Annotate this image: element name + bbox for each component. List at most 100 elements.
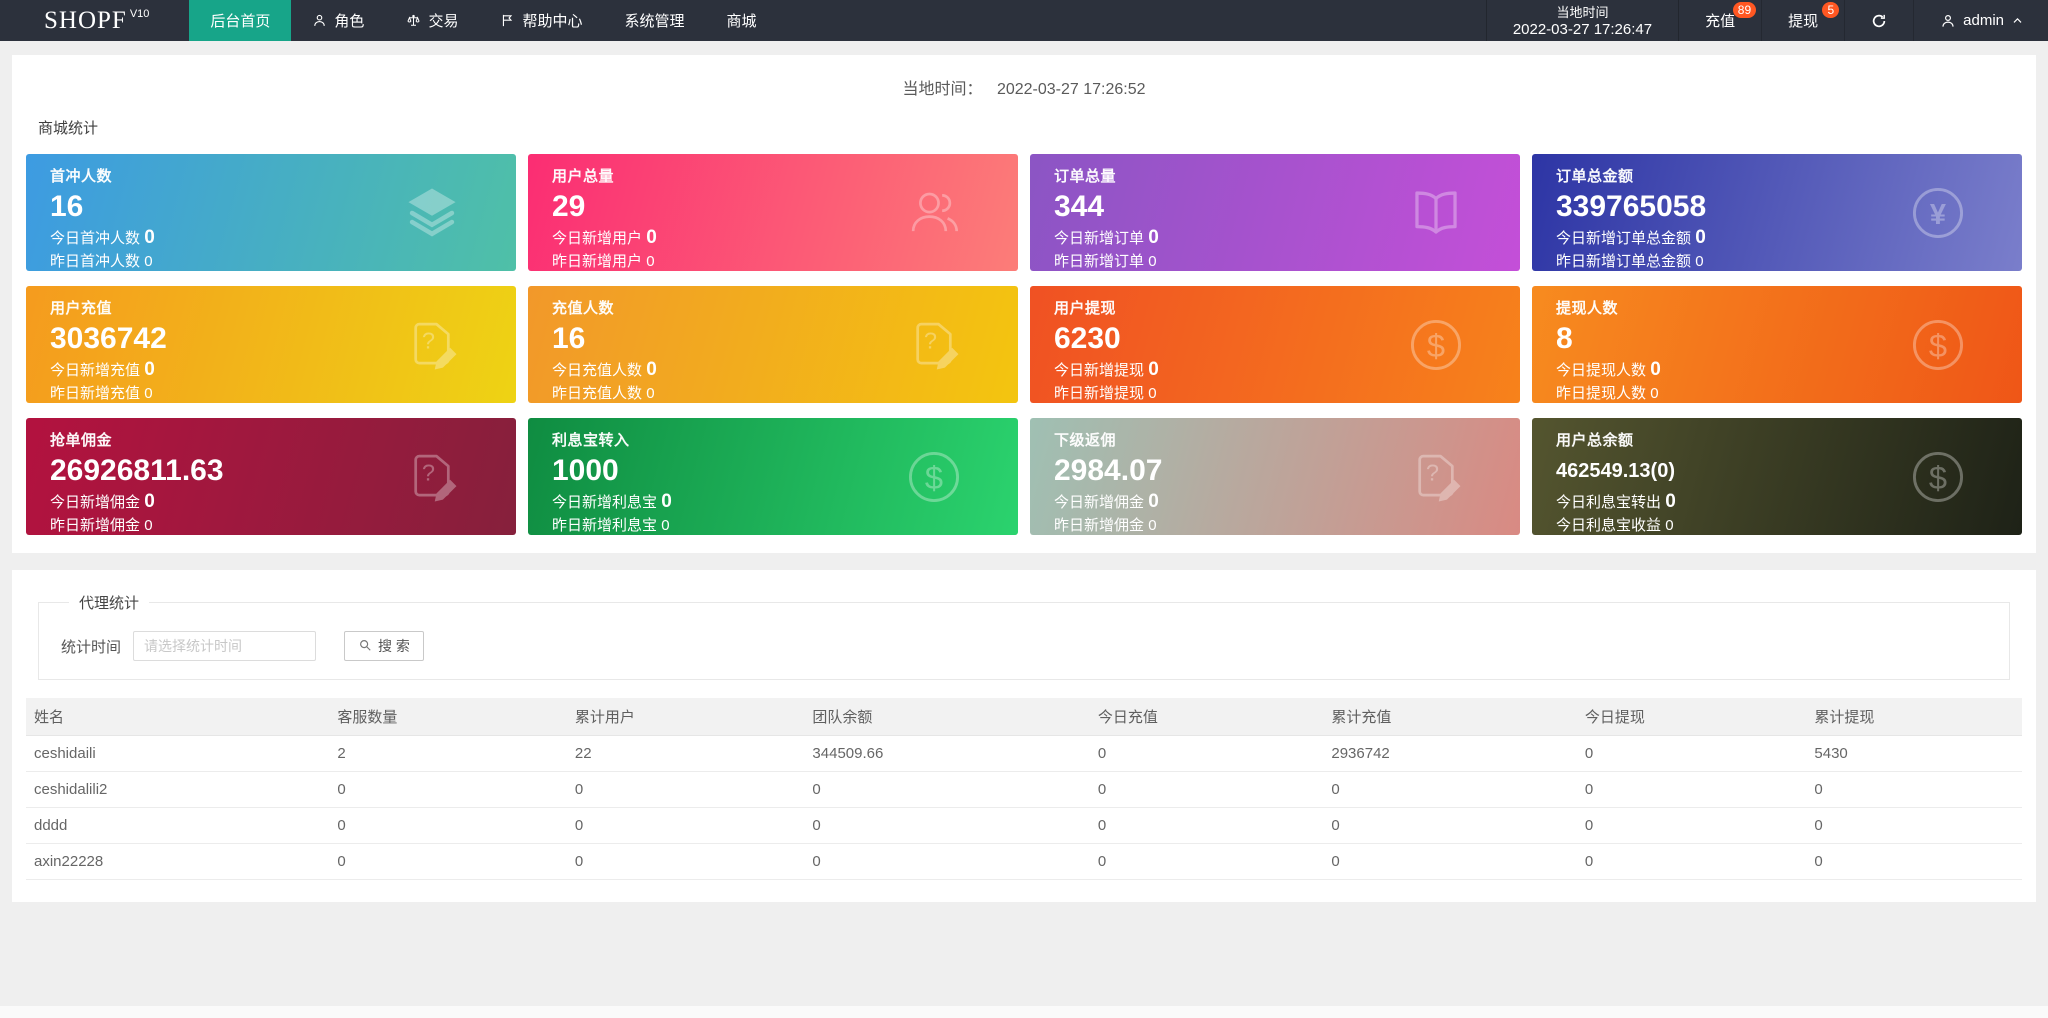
stat-card-title: 下级返佣 [1054, 432, 1117, 449]
stat-card: 抢单佣金 26926811.63 今日新增佣金 0 昨日新增佣金 0 ? [26, 418, 516, 535]
yen-icon: ¥ [1909, 184, 1967, 242]
svg-text:$: $ [1427, 326, 1445, 363]
stat-card-title: 订单总量 [1054, 168, 1117, 185]
agent-table: 姓名 客服数量 累计用户 团队余额 今日充值 累计充值 今日提现 累计提现 ceshidail… [26, 698, 2022, 880]
stat-card-value: 16 [552, 322, 586, 355]
nav-item-label: 帮助中心 [522, 13, 583, 30]
agent-search-form: 统计时间 搜 索 [61, 631, 2009, 661]
agent-stats-panel: 代理统计 统计时间 搜 索 姓名客服数量累计用户团队余额今日充值累计充值今日提现… [12, 570, 2036, 902]
stat-card-yesterday-line: 今日利息宝收益 0 [1556, 517, 1674, 534]
person-icon [312, 13, 327, 28]
mall-stats-title: 商城统计 [38, 120, 99, 137]
nav-item[interactable]: 交易 [385, 0, 479, 41]
withdraw-badge: 5 [1822, 2, 1840, 18]
dollar-icon: $ [1909, 316, 1967, 374]
nav-item[interactable]: 后台首页 [189, 0, 292, 41]
table-cell: 0 [1089, 807, 1324, 844]
table-cell: ceshidaili [26, 735, 330, 772]
agent-stats-title: 代理统计 [79, 595, 140, 612]
stat-card: 用户总量 29 今日新增用户 0 昨日新增用户 0 [528, 154, 1018, 271]
content-local-time-label: 当地时间： [902, 81, 983, 98]
stat-card-value: 6230 [1054, 322, 1121, 355]
stat-card-today-line: 今日新增充值 0 [50, 359, 155, 380]
table-cell: 2936742 [1323, 735, 1577, 772]
book-icon [1407, 184, 1465, 242]
table-header-cell: 累计提现 [1806, 698, 2022, 736]
stat-card-yesterday-line: 昨日新增充值 0 [50, 385, 153, 402]
user-icon [1940, 13, 1956, 29]
dollar-icon: $ [905, 448, 963, 506]
stat-card: 充值人数 16 今日充值人数 0 昨日充值人数 0 ? [528, 286, 1018, 403]
table-cell: 0 [329, 807, 567, 844]
stat-card: 首冲人数 16 今日首冲人数 0 昨日首冲人数 0 [26, 154, 516, 271]
doc-icon: ? [403, 316, 461, 374]
table-header-cell: 累计用户 [566, 698, 805, 736]
nav-item[interactable]: 角色 [291, 0, 385, 41]
stat-card-yesterday-line: 昨日新增用户 0 [552, 253, 655, 270]
table-cell: 0 [566, 843, 805, 880]
refresh-button[interactable] [1845, 0, 1915, 41]
svg-text:$: $ [925, 458, 943, 495]
table-cell: 0 [1806, 807, 2022, 844]
svg-text:?: ? [422, 327, 435, 353]
table-cell: 0 [329, 843, 567, 880]
stat-card-today-line: 今日新增用户 0 [552, 227, 657, 248]
recharge-label: 充值 [1705, 13, 1736, 30]
app-logo-text: SHOPF [44, 6, 127, 34]
nav-item[interactable]: 系统管理 [603, 0, 705, 41]
users-icon [905, 184, 963, 242]
table-cell: 0 [1576, 807, 1807, 844]
table-cell: 22 [566, 735, 805, 772]
table-cell: 344509.66 [804, 735, 1090, 772]
agent-table-header-row: 姓名 客服数量 累计用户 团队余额 今日充值 累计充值 今日提现 累计提现 [26, 698, 2022, 736]
main-nav: 后台首页 角色 交易 帮助中心 系统管理 商城 [189, 0, 777, 41]
search-button[interactable]: 搜 索 [344, 631, 424, 661]
stat-card-value: 1000 [552, 454, 619, 487]
dollar-icon: $ [1407, 316, 1465, 374]
nav-item-label: 系统管理 [624, 13, 685, 30]
stat-card-yesterday-line: 昨日充值人数 0 [552, 385, 655, 402]
table-cell: 5430 [1806, 735, 2022, 772]
svg-text:¥: ¥ [1930, 198, 1946, 230]
agent-table-body: ceshidaili 2 22 344509.66 0 2936742 0 5430 ceshi… [26, 735, 2022, 880]
table-row: ceshidaili 2 22 344509.66 0 2936742 0 5430 [26, 735, 2022, 772]
stat-card: 订单总量 344 今日新增订单 0 昨日新增订单 0 [1030, 154, 1520, 271]
search-icon [358, 638, 372, 655]
navbar-right: 当地时间 2022-03-27 17:26:47 充值 89 提现 5 admi… [1485, 0, 2048, 41]
table-cell: 0 [1089, 771, 1324, 808]
table-cell: 0 [1806, 771, 2022, 808]
stat-card-today-line: 今日提现人数 0 [1556, 359, 1661, 380]
stat-card-today-line: 今日新增订单总金额 0 [1556, 227, 1706, 248]
table-header-cell: 今日提现 [1576, 698, 1807, 736]
stat-time-label: 统计时间 [61, 638, 122, 656]
stat-card-yesterday-line: 昨日新增订单总金额 0 [1556, 253, 1704, 270]
stat-time-input[interactable] [133, 631, 317, 661]
stat-card-title: 用户总量 [552, 168, 615, 185]
nav-item[interactable]: 帮助中心 [479, 0, 603, 41]
footer-strip [0, 1006, 2048, 1018]
svg-text:?: ? [422, 459, 435, 485]
stat-card: 用户提现 6230 今日新增提现 0 昨日新增提现 0 $ [1030, 286, 1520, 403]
layers-icon [403, 184, 461, 242]
table-header-cell: 客服数量 [329, 698, 567, 736]
nav-item[interactable]: 商城 [705, 0, 777, 41]
stat-card-yesterday-line: 昨日新增佣金 0 [1054, 517, 1157, 534]
table-cell: 0 [1323, 807, 1577, 844]
svg-text:$: $ [1929, 326, 1947, 363]
user-menu[interactable]: admin [1914, 0, 2048, 41]
withdraw-button[interactable]: 提现 5 [1762, 0, 1846, 41]
recharge-button[interactable]: 充值 89 [1679, 0, 1763, 41]
app-logo[interactable]: SHOPF V10 [0, 0, 189, 41]
chevron-up-icon [2011, 14, 2024, 27]
search-button-label: 搜 索 [378, 638, 410, 654]
stat-card-title: 用户总余额 [1556, 432, 1634, 449]
doc-icon: ? [905, 316, 963, 374]
stat-card: 提现人数 8 今日提现人数 0 昨日提现人数 0 $ [1532, 286, 2022, 403]
stat-card-title: 抢单佣金 [50, 432, 113, 449]
main-content: 当地时间： 2022-03-27 17:26:52 商城统计 首冲人数 16 今… [12, 55, 2036, 902]
stat-card-yesterday-line: 昨日新增利息宝 0 [552, 517, 670, 534]
stat-card-yesterday-line: 昨日新增佣金 0 [50, 517, 153, 534]
table-header-cell: 团队余额 [804, 698, 1090, 736]
svg-text:?: ? [924, 327, 937, 353]
